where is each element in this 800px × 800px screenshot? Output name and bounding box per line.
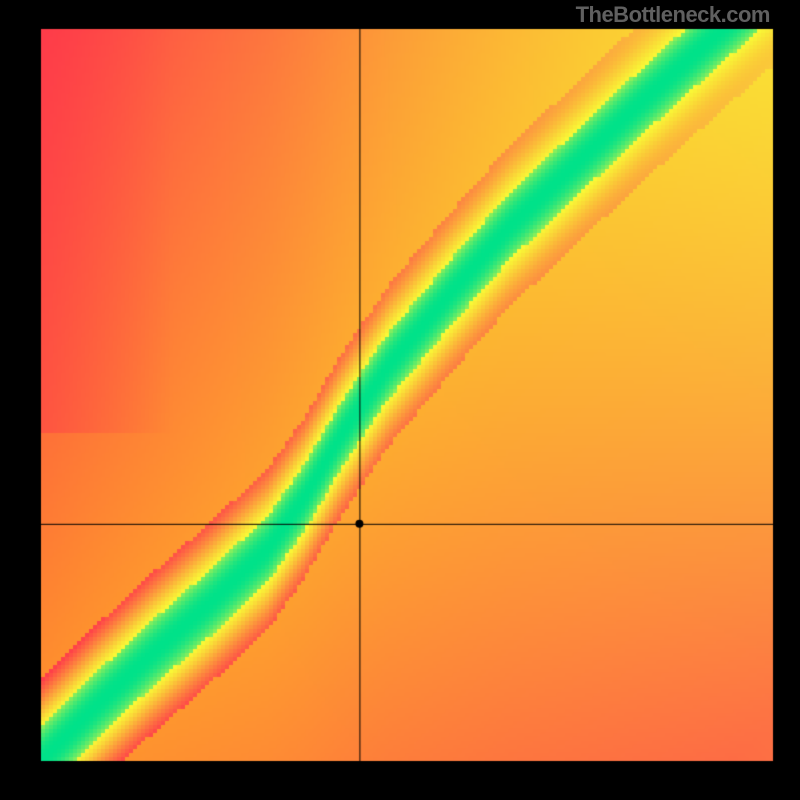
heatmap-plot [0, 0, 800, 800]
watermark-text: TheBottleneck.com [576, 2, 770, 28]
